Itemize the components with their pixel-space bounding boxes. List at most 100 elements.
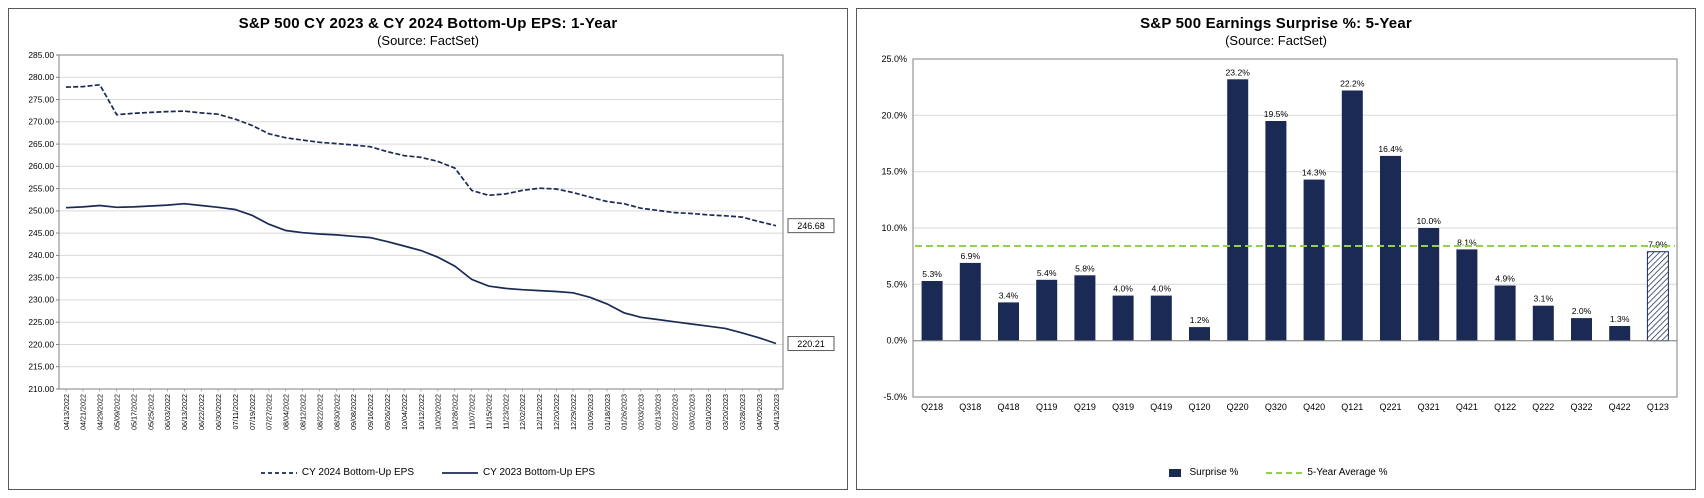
bar-value-label: 16.4% xyxy=(1378,144,1403,154)
bar xyxy=(1494,285,1516,341)
bar xyxy=(1571,318,1592,341)
bar xyxy=(1303,179,1325,341)
x-tick-label: 07/11/2022 xyxy=(231,394,240,429)
bar xyxy=(921,281,943,341)
bar-value-label: 4.0% xyxy=(1152,284,1172,294)
x-tick-label: 06/03/2022 xyxy=(163,394,172,430)
x-tick-label: Q119 xyxy=(1036,402,1057,412)
x-tick-label: Q320 xyxy=(1265,402,1287,412)
x-tick-label: 07/27/2022 xyxy=(265,394,274,430)
bar-value-label: 8.1% xyxy=(1457,237,1477,247)
x-tick-label: 05/25/2022 xyxy=(146,394,155,430)
bar xyxy=(1341,90,1363,341)
bar xyxy=(1609,326,1631,341)
y-tick-label: 240.00 xyxy=(28,250,54,260)
bar-value-label: 3.1% xyxy=(1534,294,1554,304)
y-tick-label: 285.00 xyxy=(28,50,54,60)
end-label: 220.21 xyxy=(797,339,825,349)
x-tick-label: 02/03/2023 xyxy=(637,394,646,430)
bar-value-label: 23.2% xyxy=(1226,67,1251,77)
y-tick-label: 15.0% xyxy=(881,167,907,177)
surprise-bar-chart: 25.0% 20.0% 15.0% 10.0% 5.0% 0.0% -5.0% 5.3% 6.9… xyxy=(881,54,1678,412)
x-tick-label: Q419 xyxy=(1150,402,1172,412)
x-tick-label: 05/17/2022 xyxy=(129,394,138,430)
y-tick-label: 20.0% xyxy=(881,110,907,120)
x-tick-label: Q422 xyxy=(1609,402,1631,412)
bar xyxy=(959,262,981,341)
x-tick-label: 10/20/2022 xyxy=(434,394,443,430)
bar-value-label: 5.3% xyxy=(922,269,942,279)
end-label: 246.68 xyxy=(797,221,825,231)
plot-border xyxy=(912,58,1678,398)
y-tick-label: 280.00 xyxy=(28,72,54,82)
legend-label-cy2024: CY 2024 Bottom-Up EPS xyxy=(301,467,414,478)
x-tick-label: Q420 xyxy=(1303,402,1325,412)
x-tick-label: 04/05/2023 xyxy=(755,394,764,430)
x-tick-label: 07/19/2022 xyxy=(248,394,257,430)
x-tick-label: 09/08/2022 xyxy=(349,394,358,430)
x-tick-label: 04/21/2022 xyxy=(79,394,88,430)
x-tick-label: 06/13/2022 xyxy=(180,394,189,430)
y-tick-label: 10.0% xyxy=(881,223,907,233)
x-tick-label: 12/20/2022 xyxy=(552,394,561,430)
legend-label-average: 5-Year Average % xyxy=(1307,467,1388,478)
bar-value-label: 19.5% xyxy=(1264,109,1289,119)
bar-value-label: 1.2% xyxy=(1190,315,1210,325)
x-tick-label: 08/12/2022 xyxy=(299,394,308,430)
x-tick-label: 01/26/2023 xyxy=(620,394,629,430)
x-tick-label: 01/18/2023 xyxy=(603,394,612,430)
y-tick-label: 255.00 xyxy=(28,183,54,193)
x-tick-label: 08/22/2022 xyxy=(315,394,324,430)
x-tick-label: 10/28/2022 xyxy=(451,394,460,430)
y-tick-label: 235.00 xyxy=(28,273,54,283)
x-tick-label: 11/07/2022 xyxy=(468,394,477,429)
bar-value-label: 10.0% xyxy=(1417,216,1442,226)
legend-item-cy2024: CY 2024 Bottom-Up EPS xyxy=(260,467,414,478)
legend-item-cy2023: CY 2023 Bottom-Up EPS xyxy=(442,467,595,478)
x-tick-label: Q123 xyxy=(1647,402,1669,412)
x-tick-label: Q120 xyxy=(1188,402,1210,412)
x-tick-label: Q418 xyxy=(997,402,1019,412)
legend-label-cy2023: CY 2023 Bottom-Up EPS xyxy=(483,467,596,478)
y-tick-label: -5.0% xyxy=(883,392,907,402)
x-tick-label: 11/15/2022 xyxy=(484,394,493,429)
y-tick-label: 215.00 xyxy=(28,362,54,372)
bar-value-label: 3.4% xyxy=(999,290,1019,300)
solid-line-swatch-icon xyxy=(442,471,478,474)
surprise-bar-chart-panel: S&P 500 Earnings Surprise %: 5-Year (Sou… xyxy=(856,8,1696,490)
x-tick-label: Q221 xyxy=(1379,402,1401,412)
series-line xyxy=(65,202,777,345)
x-tick-label: Q220 xyxy=(1227,402,1249,412)
y-tick-label: 260.00 xyxy=(28,161,54,171)
bar xyxy=(1265,121,1287,341)
bar-value-label: 14.3% xyxy=(1302,168,1327,178)
x-tick-label: 09/16/2022 xyxy=(366,394,375,430)
x-tick-label: 10/04/2022 xyxy=(400,394,409,430)
bar-swatch-icon xyxy=(1168,468,1181,477)
bar-value-label: 7.9% xyxy=(1648,240,1668,250)
y-tick-label: 25.0% xyxy=(881,54,907,64)
y-tick-label: 5.0% xyxy=(886,279,907,289)
bar xyxy=(1418,228,1440,341)
y-tick-label: 0.0% xyxy=(886,336,907,346)
bar-value-label: 5.8% xyxy=(1075,263,1095,273)
y-tick-label: 210.00 xyxy=(28,384,54,394)
x-tick-label: Q318 xyxy=(959,402,981,412)
bar xyxy=(1456,249,1478,341)
legend-item-surprise: Surprise % xyxy=(1165,467,1238,478)
bar-chart-legend: Surprise % 5-Year Average % xyxy=(861,467,1691,478)
x-tick-label: Q321 xyxy=(1418,402,1440,412)
bar xyxy=(998,302,1019,341)
x-tick-label: 12/29/2022 xyxy=(569,394,578,430)
x-tick-label: 02/13/2023 xyxy=(654,394,663,430)
green-dashed-line-swatch-icon xyxy=(1266,471,1303,474)
series-line xyxy=(65,83,777,227)
bar-value-label: 6.9% xyxy=(961,251,981,261)
end-label-box xyxy=(787,218,835,234)
y-tick-label: 230.00 xyxy=(28,295,54,305)
x-tick-label: Q218 xyxy=(921,402,943,412)
x-tick-label: 04/29/2022 xyxy=(96,394,105,430)
y-tick-label: 250.00 xyxy=(28,206,54,216)
y-tick-label: 225.00 xyxy=(28,317,54,327)
chart-title: S&P 500 Earnings Surprise %: 5-Year xyxy=(1140,15,1412,32)
